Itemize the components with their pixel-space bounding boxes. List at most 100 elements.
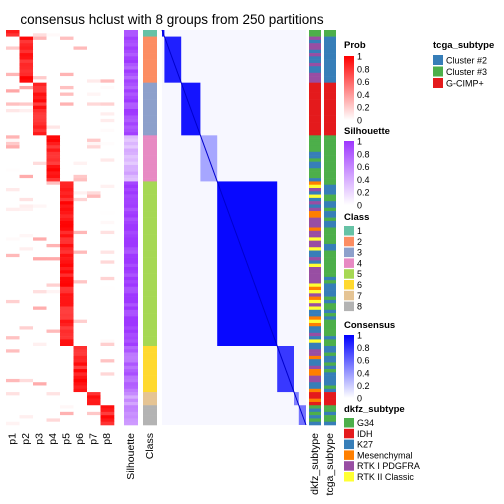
- silhouette-cell: [124, 66, 138, 70]
- chart-title: consensus hclust with 8 groups from 250 …: [20, 12, 323, 27]
- prob-cell: [100, 385, 115, 390]
- prob-cell: [87, 418, 101, 423]
- class-cell: [143, 69, 157, 74]
- prob-cell: [6, 201, 20, 205]
- class-cell: [143, 283, 157, 288]
- tcga-legend-label: G-CIMP+: [446, 79, 484, 89]
- class-cell: [143, 415, 157, 419]
- consensus-legend-tick: 1: [357, 331, 362, 341]
- dkfz-legend-swatch: [344, 461, 354, 471]
- prob-cell: [33, 115, 47, 120]
- class-cell: [143, 382, 157, 386]
- tcga-cell: [324, 105, 336, 110]
- prob-cell: [46, 56, 61, 60]
- prob-cell: [46, 181, 61, 186]
- silhouette-cell: [124, 85, 138, 90]
- prob-cell: [46, 359, 61, 363]
- prob-cell: [19, 188, 34, 192]
- tcga-cell: [324, 178, 336, 182]
- prob-cell: [19, 62, 34, 67]
- tcga-cell: [324, 329, 336, 334]
- dkfz-cell: [309, 234, 321, 238]
- prob-cell: [46, 247, 61, 251]
- dkfz-cell: [309, 155, 321, 159]
- tcga-cell: [324, 398, 336, 403]
- tcga-cell: [324, 224, 336, 228]
- prob-cell: [87, 188, 101, 192]
- prob-cell: [19, 227, 34, 232]
- tcga-cell: [324, 85, 336, 90]
- prob-cell: [46, 204, 61, 209]
- tcga-cell: [324, 322, 336, 327]
- prob-cell: [100, 306, 115, 311]
- prob-cell: [46, 125, 61, 130]
- prob-cell: [46, 79, 61, 83]
- silhouette-cell: [124, 118, 138, 123]
- prob-cell: [46, 39, 61, 44]
- prob-cell: [73, 388, 88, 393]
- class-cell: [143, 336, 157, 340]
- prob-cell: [73, 421, 88, 426]
- prob-cell: [73, 392, 88, 396]
- prob-cell: [100, 112, 115, 116]
- silhouette-cell: [124, 270, 138, 274]
- prob-cell: [87, 392, 101, 396]
- prob-cell: [73, 115, 88, 120]
- prob-cell: [46, 59, 61, 64]
- silhouette-cell: [124, 421, 138, 426]
- prob-cell: [46, 299, 61, 304]
- dkfz-cell: [309, 194, 321, 199]
- prob-cell: [87, 46, 101, 51]
- prob-cell: [46, 148, 61, 153]
- prob-cell: [46, 201, 61, 205]
- class-cell: [143, 161, 157, 166]
- prob-cell: [33, 316, 47, 320]
- class-cell: [143, 313, 157, 317]
- prob-cell: [33, 72, 47, 77]
- class-cell: [143, 125, 157, 130]
- prob-cell: [60, 385, 74, 390]
- prob-cell: [60, 346, 74, 350]
- prob-cell: [46, 352, 61, 357]
- prob-legend-tick: 0.6: [357, 77, 370, 87]
- prob-cell: [100, 122, 115, 126]
- tcga-cell: [324, 148, 336, 153]
- prob-cell: [33, 214, 47, 218]
- silhouette-cell: [124, 224, 138, 228]
- tcga-cell: [324, 125, 336, 130]
- prob-cell: [46, 69, 61, 74]
- prob-cell: [33, 342, 47, 347]
- silhouette-cell: [124, 352, 138, 357]
- prob-cell: [87, 362, 101, 367]
- prob-legend-tick: 0.8: [357, 64, 370, 74]
- prob-cell: [19, 405, 34, 409]
- tcga-cell: [324, 319, 336, 324]
- dkfz-cell: [309, 286, 321, 291]
- prob-cell: [100, 365, 115, 370]
- silhouette-cell: [124, 138, 138, 143]
- silhouette-legend-tick: 0.2: [357, 188, 370, 198]
- silhouette-cell: [124, 418, 138, 423]
- prob-cell: [100, 118, 115, 123]
- prob-cell: [19, 112, 34, 116]
- class-legend-label: 3: [357, 248, 362, 258]
- silhouette-cell: [124, 204, 138, 209]
- dkfz-cell: [309, 237, 321, 241]
- tcga-cell: [324, 306, 336, 311]
- prob-cell: [60, 240, 74, 245]
- prob-cell: [19, 250, 34, 255]
- prob-cell: [100, 109, 115, 113]
- prob-cell: [73, 178, 88, 182]
- prob-cell: [46, 401, 61, 406]
- prob-cell: [87, 234, 101, 238]
- prob-cell: [73, 151, 88, 156]
- prob-cell: [73, 66, 88, 70]
- prob-cell: [87, 102, 101, 107]
- silhouette-cell: [124, 250, 138, 255]
- prob-cell: [87, 336, 101, 340]
- prob-cell: [6, 43, 20, 47]
- silhouette-cell: [124, 207, 138, 212]
- tcga-cell: [324, 401, 336, 406]
- prob-cell: [100, 378, 115, 383]
- prob-legend-title: Prob: [344, 40, 366, 51]
